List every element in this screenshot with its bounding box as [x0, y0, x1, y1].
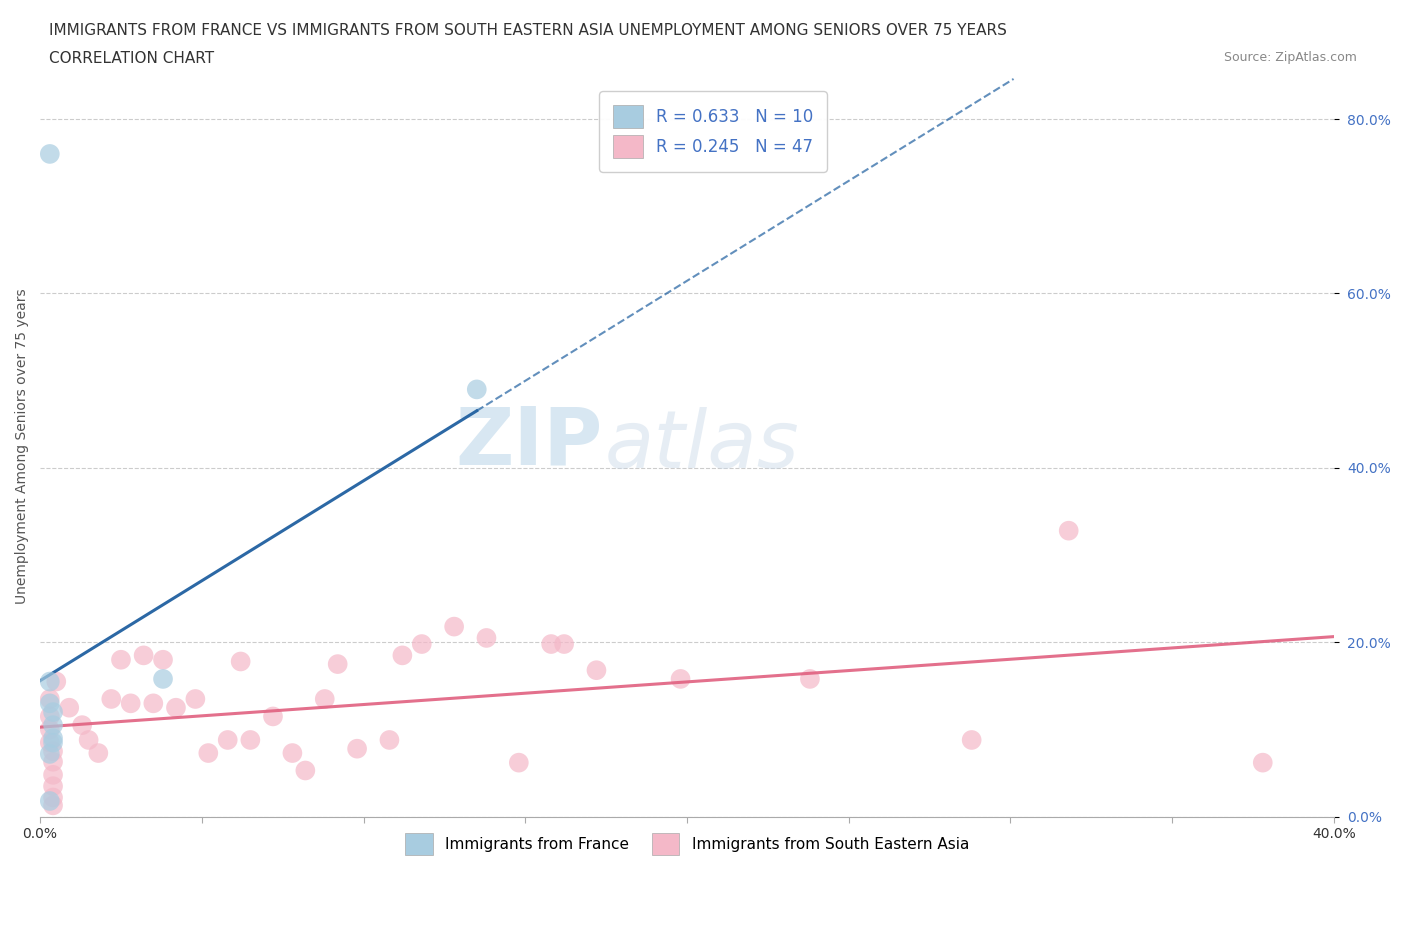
Point — [70, 718, 93, 733]
Point — [38, 793, 60, 808]
Point — [314, 692, 336, 707]
Point — [38, 696, 60, 711]
Point — [411, 637, 433, 652]
Point — [100, 692, 122, 707]
Point — [165, 700, 187, 715]
Point — [38, 747, 60, 762]
Point — [239, 733, 262, 748]
Text: CORRELATION CHART: CORRELATION CHART — [49, 51, 214, 66]
Point — [217, 733, 239, 748]
Point — [294, 763, 316, 777]
Point — [38, 147, 60, 162]
Text: atlas: atlas — [605, 407, 799, 485]
Point — [42, 705, 65, 720]
Point — [326, 657, 349, 671]
Point — [799, 671, 821, 686]
Point — [42, 718, 65, 733]
Point — [42, 744, 65, 759]
Point — [960, 733, 983, 748]
Point — [38, 674, 60, 689]
Point — [38, 692, 60, 707]
Point — [1251, 755, 1274, 770]
Point — [45, 674, 67, 689]
Point — [38, 735, 60, 750]
Legend: Immigrants from France, Immigrants from South Eastern Asia: Immigrants from France, Immigrants from … — [399, 827, 974, 861]
Point — [262, 709, 284, 724]
Point — [540, 637, 562, 652]
Point — [585, 663, 607, 678]
Point — [184, 692, 207, 707]
Point — [443, 619, 465, 634]
Point — [391, 648, 413, 663]
Point — [465, 382, 488, 397]
Point — [42, 731, 65, 746]
Point — [58, 700, 80, 715]
Point — [120, 696, 142, 711]
Point — [132, 648, 155, 663]
Point — [669, 671, 692, 686]
Point — [42, 754, 65, 769]
Point — [281, 746, 304, 761]
Text: IMMIGRANTS FROM FRANCE VS IMMIGRANTS FROM SOUTH EASTERN ASIA UNEMPLOYMENT AMONG : IMMIGRANTS FROM FRANCE VS IMMIGRANTS FRO… — [49, 23, 1007, 38]
Point — [42, 767, 65, 782]
Text: ZIP: ZIP — [456, 404, 603, 482]
Point — [77, 733, 100, 748]
Point — [38, 709, 60, 724]
Point — [42, 798, 65, 813]
Point — [42, 735, 65, 750]
Point — [87, 746, 110, 761]
Point — [152, 671, 174, 686]
Point — [110, 652, 132, 667]
Point — [553, 637, 575, 652]
Text: Source: ZipAtlas.com: Source: ZipAtlas.com — [1223, 51, 1357, 64]
Point — [508, 755, 530, 770]
Point — [229, 654, 252, 669]
Point — [42, 790, 65, 805]
Point — [38, 722, 60, 737]
Point — [197, 746, 219, 761]
Point — [1057, 524, 1080, 538]
Point — [346, 741, 368, 756]
Point — [142, 696, 165, 711]
Y-axis label: Unemployment Among Seniors over 75 years: Unemployment Among Seniors over 75 years — [15, 288, 30, 604]
Point — [152, 652, 174, 667]
Point — [42, 778, 65, 793]
Point — [378, 733, 401, 748]
Point — [475, 631, 498, 645]
